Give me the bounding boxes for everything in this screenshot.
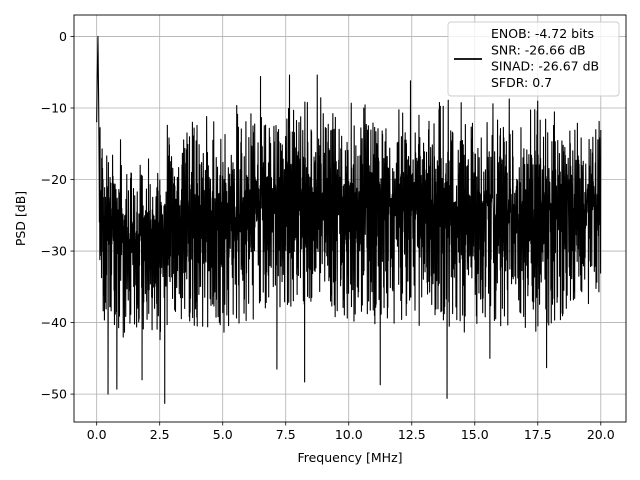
legend-entry: SFDR: 0.7 (491, 75, 552, 90)
psd-trace-group (96, 35, 602, 404)
y-tick-label: −40 (41, 315, 67, 330)
y-tick-label: −30 (41, 244, 67, 259)
x-tick-label: 2.5 (150, 427, 170, 442)
x-tick-label: 15.0 (461, 427, 489, 442)
legend-entry: SNR: -26.66 dB (491, 42, 586, 57)
plot-frame (73, 14, 627, 423)
x-tick-label: 20.0 (587, 427, 615, 442)
x-tick-label: 17.5 (524, 427, 552, 442)
x-tick-label: 12.5 (398, 427, 426, 442)
y-axis-label: PSD [dB] (13, 191, 28, 246)
y-tick-label: −10 (41, 100, 67, 115)
x-tick-label: 10.0 (335, 427, 363, 442)
x-tick-label: 5.0 (213, 427, 233, 442)
legend-box (447, 21, 620, 97)
x-tick-label: 0.0 (87, 427, 107, 442)
y-tick-label: −20 (41, 172, 67, 187)
y-tick-label: 0 (59, 29, 67, 44)
legend-entry: ENOB: -4.72 bits (491, 26, 594, 41)
x-tick-label: 7.5 (276, 427, 296, 442)
legend-entry: SINAD: -26.67 dB (491, 59, 599, 74)
psd-series-line (96, 35, 602, 404)
y-tick-label: −50 (41, 387, 67, 402)
x-axis-label: Frequency [MHz] (297, 450, 402, 465)
x-axis-ticks: 0.0 2.5 5.0 7.5 10.0 12.5 15.0 17.5 20.0 (87, 422, 615, 442)
y-axis-ticks: 0 −10 −20 −30 −40 −50 (41, 29, 74, 402)
